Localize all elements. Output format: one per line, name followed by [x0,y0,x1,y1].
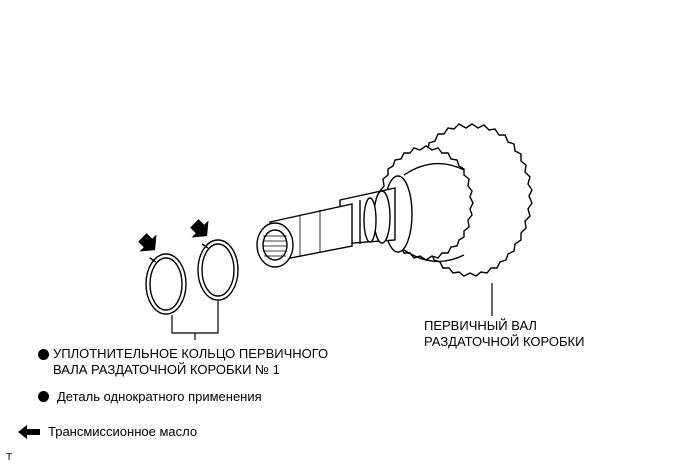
legend-single-use: Деталь однократного применения [57,389,262,404]
ring-leader-lines [171,301,219,340]
shaft-label-line1: ПЕРВИЧНЫЙ ВАЛ [424,318,537,333]
single-use-legend-dot-icon [38,391,49,402]
legend-transmission-oil: Трансмиссионное масло [48,424,198,439]
input-shaft [256,123,533,277]
seal-ring-right [197,239,239,301]
oil-arrow-right-icon [190,219,209,238]
corner-mark: T [6,452,13,463]
oil-arrow-left-icon [138,233,157,252]
oil-legend-arrow-icon [18,424,40,439]
shaft-label-line2: РАЗДАТОЧНОЙ КОРОБКИ [424,334,585,349]
ring-label-line1: УПЛОТНИТЕЛЬНОЕ КОЛЬЦО ПЕРВИЧНОГО [53,346,329,361]
single-use-dot-icon [38,348,49,360]
ring-label-line2: ВАЛА РАЗДАТОЧНОЙ КОРОБКИ № 1 [53,362,280,377]
seal-ring-left [145,253,187,315]
